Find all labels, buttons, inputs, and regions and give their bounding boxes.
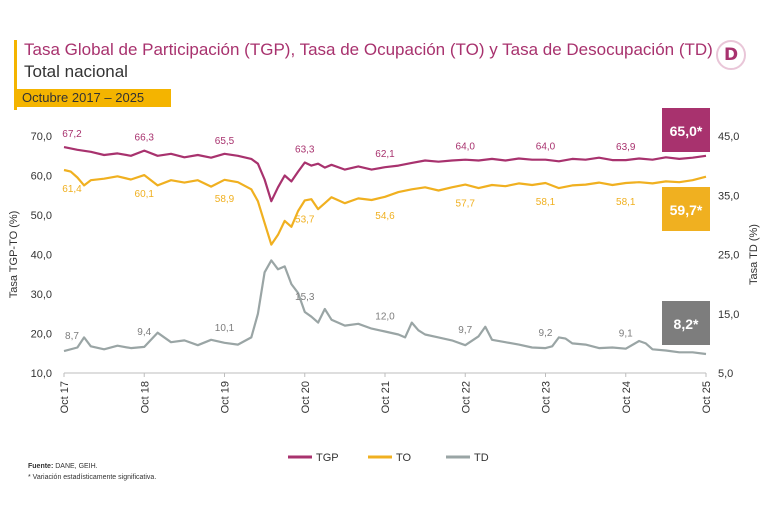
chart-subtitle: Total nacional: [24, 62, 128, 81]
data-label-tgp: 66,3: [135, 133, 155, 144]
y-left-tick-label: 20,0: [31, 329, 52, 341]
data-label-td: 9,4: [137, 327, 151, 338]
y-right-tick-label: 15,0: [718, 309, 739, 321]
data-label-tgp: 63,3: [295, 144, 315, 155]
series-line-td: [63, 259, 707, 356]
final-value-box-td: [662, 301, 710, 345]
series-line-tgp: [63, 146, 707, 203]
y-left-tick-label: 40,0: [31, 250, 52, 262]
data-label-td: 10,1: [215, 323, 235, 334]
x-tick-label: Oct 24: [621, 381, 633, 413]
y-right-tick-label: 45,0: [718, 131, 739, 143]
x-tick-label: Oct 17: [59, 381, 71, 413]
final-value-label-td: 8,2*: [674, 316, 699, 332]
final-value-box-tgp: [662, 108, 710, 152]
data-label-tgp: 65,5: [215, 136, 235, 147]
y-right-tick-label: 5,0: [718, 368, 733, 380]
data-label-to: 58,9: [215, 194, 235, 205]
data-label-tgp: 64,0: [456, 142, 476, 153]
data-label-td: 9,2: [539, 328, 553, 339]
footer-source: Fuente: DANE, GEIH.: [28, 463, 98, 470]
legend-label-tgp: TGP: [316, 452, 339, 464]
y-left-tick-label: 50,0: [31, 210, 52, 222]
data-label-to: 58,1: [536, 197, 556, 208]
footer-source-label: Fuente:: [28, 463, 54, 470]
legend-label-to: TO: [396, 452, 412, 464]
y-left-axis-title: Tasa TGP-TO (%): [8, 211, 20, 299]
data-label-to: 61,4: [62, 184, 82, 195]
data-label-tgp: 64,0: [536, 142, 556, 153]
data-label-to: 58,1: [616, 197, 636, 208]
title-part-1: Tasa Global de Participación (TGP),: [24, 40, 296, 59]
x-tick-label: Oct 20: [300, 381, 312, 413]
x-tick-label: Oct 21: [380, 381, 392, 413]
data-label-tgp: 62,1: [375, 149, 395, 160]
data-label-to: 60,1: [135, 189, 155, 200]
title-part-2: Tasa de Ocupación (TO) y Tasa de Desocup…: [299, 40, 713, 59]
data-label-td: 12,0: [375, 312, 395, 323]
data-label-tgp: 63,9: [616, 142, 636, 153]
final-value-box-to: [662, 187, 710, 231]
y-right-tick-label: 35,0: [718, 190, 739, 202]
data-label-to: 53,7: [295, 214, 315, 225]
data-label-td: 15,3: [295, 292, 315, 303]
final-value-label-tgp: 65,0*: [670, 123, 703, 139]
series-line-to: [63, 168, 707, 246]
footer-source-text: DANE, GEIH.: [55, 463, 98, 470]
data-label-td: 9,1: [619, 329, 633, 340]
data-label-td: 8,7: [65, 331, 79, 342]
final-value-label-to: 59,7*: [670, 202, 703, 218]
y-right-tick-label: 25,0: [718, 250, 739, 262]
chart-title: Tasa Global de Participación (TGP), Tasa…: [24, 40, 713, 60]
x-tick-label: Oct 23: [541, 381, 553, 413]
x-tick-label: Oct 25: [701, 381, 713, 413]
data-label-tgp: 67,2: [62, 129, 82, 140]
logo-letter: D: [723, 45, 739, 65]
footer-note: * Variación estadísticamente significati…: [28, 474, 157, 481]
y-left-tick-label: 30,0: [31, 289, 52, 301]
y-left-tick-label: 70,0: [31, 131, 52, 143]
data-label-to: 54,6: [375, 211, 395, 222]
x-tick-label: Oct 22: [460, 381, 472, 413]
period-badge: Octubre 2017 – 2025: [14, 89, 171, 107]
data-label-to: 57,7: [456, 199, 476, 210]
y-left-tick-label: 60,0: [31, 171, 52, 183]
y-left-tick-label: 10,0: [31, 368, 52, 380]
title-accent-bar: [14, 40, 17, 110]
y-right-axis-title: Tasa TD (%): [748, 224, 760, 285]
x-tick-label: Oct 18: [139, 381, 151, 413]
legend-label-td: TD: [474, 452, 489, 464]
x-tick-label: Oct 19: [220, 381, 232, 413]
dane-logo: D: [716, 40, 746, 70]
data-label-td: 9,7: [458, 325, 472, 336]
